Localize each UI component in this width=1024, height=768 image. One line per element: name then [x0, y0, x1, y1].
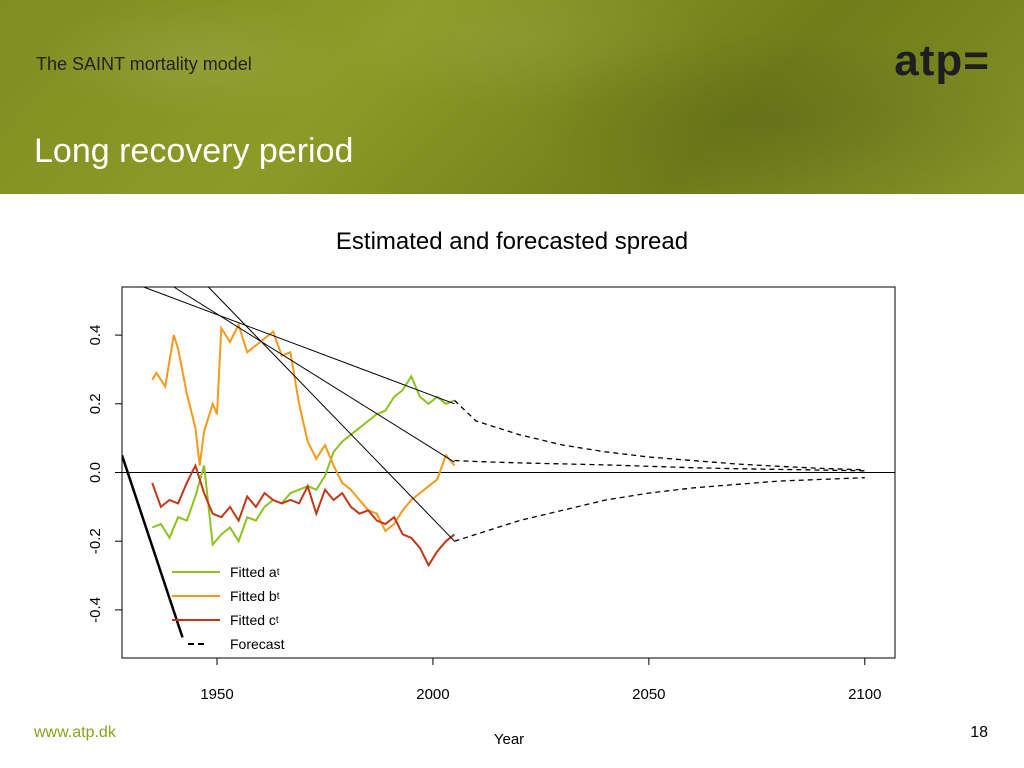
legend-swatch	[188, 643, 204, 645]
deck-subtitle: The SAINT mortality model	[36, 54, 252, 74]
trend-line-c	[208, 287, 455, 542]
forecast-lower-line	[454, 477, 865, 542]
y-tick-label: 0.4	[87, 325, 104, 346]
header-photo-texture	[0, 0, 1024, 194]
legend-subscript: t	[276, 590, 280, 602]
x-tick-label: 2000	[416, 686, 449, 703]
fitted-c-line	[151, 462, 456, 568]
y-tick-label: 0.2	[87, 393, 104, 414]
trend-line-b	[173, 287, 455, 463]
legend-entry-forecast: Forecast	[172, 632, 284, 656]
legend-subscript: t	[275, 614, 279, 626]
atp-logo: atp=	[894, 36, 990, 85]
legend-label: Forecast	[230, 636, 285, 652]
fitted-b-line	[151, 322, 456, 533]
steep-trend-line	[122, 454, 184, 638]
x-tick-label: 1950	[200, 686, 233, 703]
header-banner: The SAINT mortality model Long recovery …	[0, 0, 1024, 194]
slide-title: Long recovery period	[34, 132, 354, 170]
forecast-upper-line	[454, 399, 865, 471]
legend-swatch	[172, 595, 220, 597]
legend-swatch	[172, 619, 220, 621]
forecast-middle-line	[454, 459, 865, 472]
legend-subscript: t	[276, 566, 280, 578]
chart-title: Estimated and forecasted spread	[335, 228, 689, 255]
y-tick-label: -0.4	[87, 597, 104, 623]
legend-label: Fitted a	[230, 564, 277, 580]
legend-swatch	[172, 571, 220, 573]
x-axis-label: Year	[494, 731, 524, 748]
page-number: 18	[970, 724, 988, 741]
trend-line-a	[143, 287, 455, 405]
legend-label: Fitted b	[230, 588, 277, 604]
y-tick-label: -0.2	[87, 528, 104, 554]
x-tick-label: 2050	[632, 686, 665, 703]
footer-url-link[interactable]: www.atp.dk	[34, 724, 116, 741]
y-tick-label: 0.0	[87, 462, 104, 483]
legend-label: Fitted c	[230, 612, 276, 628]
x-tick-label: 2100	[848, 686, 881, 703]
fitted-a-line	[151, 374, 455, 548]
line-chart: 1950 2000 2050 2100 -0.4 -0.2 0.0 0.2 0.4 Year	[87, 286, 896, 748]
